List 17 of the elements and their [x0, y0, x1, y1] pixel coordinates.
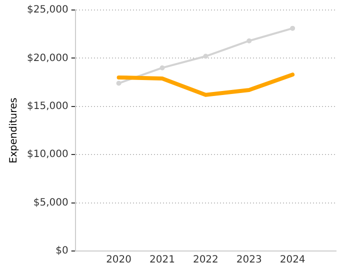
point — [116, 80, 122, 86]
y-tick-label: $10,000 — [26, 149, 68, 160]
point — [203, 54, 208, 59]
x-tick-label: 2024 — [280, 254, 306, 266]
x-tick-label: 2020 — [106, 254, 132, 266]
y-axis-title: Expenditures — [8, 98, 20, 164]
x-tick-label: 2022 — [192, 254, 218, 266]
y-tick-label: $25,000 — [26, 4, 68, 16]
y-tick-label: $0 — [56, 246, 68, 257]
x-tick-label: 2023 — [236, 254, 262, 266]
x-tick-label: 2021 — [150, 254, 175, 266]
point — [160, 65, 165, 70]
y-tick-label: $5,000 — [33, 197, 68, 208]
point — [290, 26, 296, 31]
y-tick-label: $15,000 — [26, 100, 68, 112]
point — [246, 38, 252, 44]
y-tick-label: $20,000 — [26, 52, 68, 64]
